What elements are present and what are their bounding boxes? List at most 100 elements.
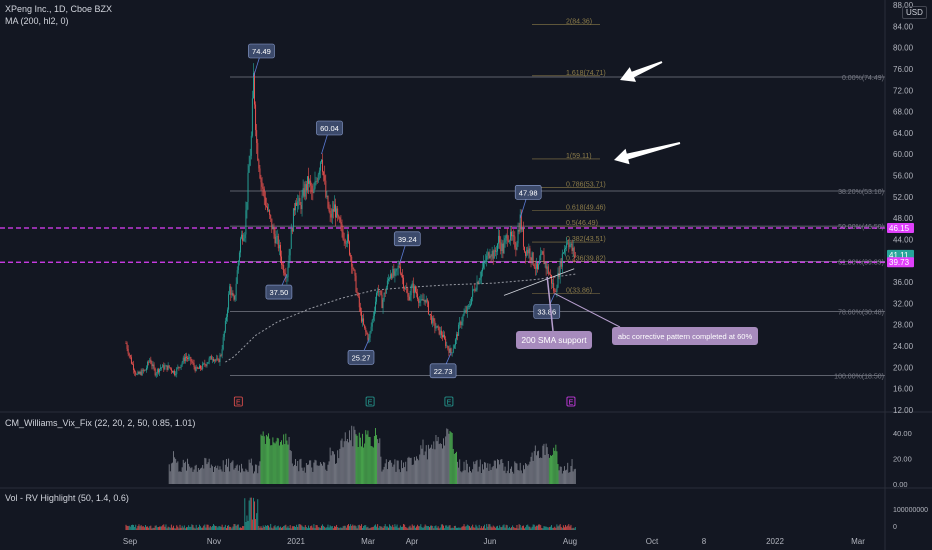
candle-body <box>491 250 493 257</box>
candle-body <box>547 266 549 274</box>
candle-body <box>486 255 488 262</box>
candle-body <box>344 240 346 244</box>
candle-body <box>333 204 335 212</box>
vix-bar <box>384 463 386 484</box>
volume-bar <box>220 526 222 530</box>
candle-body <box>233 295 235 300</box>
candle-body <box>500 242 502 252</box>
vix-bar <box>503 470 505 484</box>
time-tick-label: Nov <box>207 537 221 546</box>
vix-bar <box>236 464 238 484</box>
vix-bar <box>488 470 490 484</box>
volume-bar <box>132 524 133 530</box>
vix-bar <box>270 445 272 484</box>
candle-body <box>383 292 385 300</box>
vix-bar <box>498 460 500 484</box>
candle-body <box>400 273 402 276</box>
volume-bar <box>431 525 433 530</box>
vix-bar <box>228 458 230 484</box>
volume-bar <box>507 528 509 530</box>
volume-bar <box>364 525 366 530</box>
currency-badge[interactable]: USD <box>902 6 927 19</box>
volume-bar <box>434 526 436 530</box>
volume-bar <box>133 524 135 530</box>
white-arrow <box>614 142 681 165</box>
volume-bar <box>423 526 425 530</box>
candle-body <box>450 348 452 354</box>
vix-fix-label[interactable]: CM_Williams_Vix_Fix (22, 20, 2, 50, 0.85… <box>5 418 196 428</box>
candle-body <box>487 252 489 256</box>
vix-bar <box>274 443 276 484</box>
vix-bar <box>441 448 443 484</box>
volume-bar <box>369 528 371 530</box>
volume-bar <box>489 524 491 530</box>
candle-body <box>127 348 129 354</box>
vix-bar <box>562 470 564 484</box>
candle-body <box>237 261 239 271</box>
vix-bar <box>262 431 264 484</box>
vix-bar <box>265 434 267 484</box>
vix-bar <box>367 430 369 484</box>
candle-body <box>360 311 362 322</box>
volume-bar <box>310 526 312 530</box>
volume-bar <box>386 526 388 530</box>
candle-body <box>508 240 510 242</box>
vix-bar <box>309 460 311 484</box>
candle-body <box>545 262 547 269</box>
vix-bar <box>273 442 275 484</box>
price-badge-label: 41.11 <box>889 251 909 260</box>
vix-bar <box>559 466 561 484</box>
text-annotations: 200 SMA support abc corrective pattern co… <box>516 276 758 349</box>
candle-body <box>443 334 444 338</box>
candle-body <box>424 299 426 303</box>
candle-body <box>387 278 389 281</box>
volume-bar <box>164 526 166 530</box>
vix-bar <box>552 454 554 484</box>
vix-bar <box>300 458 302 484</box>
vix-bar <box>174 457 176 484</box>
candle-body <box>437 325 439 327</box>
candle-body <box>356 291 358 294</box>
candle-body <box>522 228 524 247</box>
vix-bar <box>278 445 280 484</box>
vix-bar <box>438 444 440 484</box>
vix-bar <box>177 461 179 484</box>
price-axis[interactable]: 88.00 84.00 80.00 76.00 72.00 68.00 64.00 60.00… <box>887 1 928 531</box>
volume-bar <box>342 526 344 530</box>
candle-body <box>462 315 464 322</box>
vix-bar <box>413 456 415 484</box>
candle-body <box>552 283 554 284</box>
volume-bar <box>426 526 428 530</box>
volume-bar <box>178 528 180 530</box>
volume-bar <box>445 525 447 530</box>
vix-bar <box>298 471 300 484</box>
vix-bar <box>377 439 379 484</box>
candle-body <box>421 299 423 300</box>
volume-bar <box>160 526 162 530</box>
volume-label[interactable]: Vol - RV Highlight (50, 1.4, 0.6) <box>5 493 129 503</box>
ma-indicator-label[interactable]: MA (200, hl2, 0) <box>5 16 69 26</box>
vix-bar <box>233 469 235 484</box>
candle-body <box>264 197 266 206</box>
vix-bar <box>418 460 420 484</box>
candle-body <box>178 366 180 368</box>
vix-bar <box>453 453 455 484</box>
vix-bar <box>324 462 326 484</box>
sma-callout-pointer <box>546 276 554 332</box>
candle-body <box>398 265 400 267</box>
candle-body <box>147 361 149 368</box>
volume-bar <box>562 525 564 530</box>
volume-bar <box>513 527 515 530</box>
vix-bar <box>204 457 206 484</box>
volume-bar <box>198 524 200 530</box>
volume-bar <box>412 525 414 530</box>
vix-bar <box>353 426 355 484</box>
volume-bar <box>166 528 168 530</box>
volume-bar <box>395 526 397 530</box>
volume-bar <box>311 525 313 530</box>
time-axis[interactable]: Sep Nov 2021 Mar Apr Jun Aug Oct 8 2022 Mar <box>123 537 865 546</box>
volume-bar <box>468 526 470 530</box>
candle-body <box>524 246 525 252</box>
volume-bar <box>207 524 209 530</box>
